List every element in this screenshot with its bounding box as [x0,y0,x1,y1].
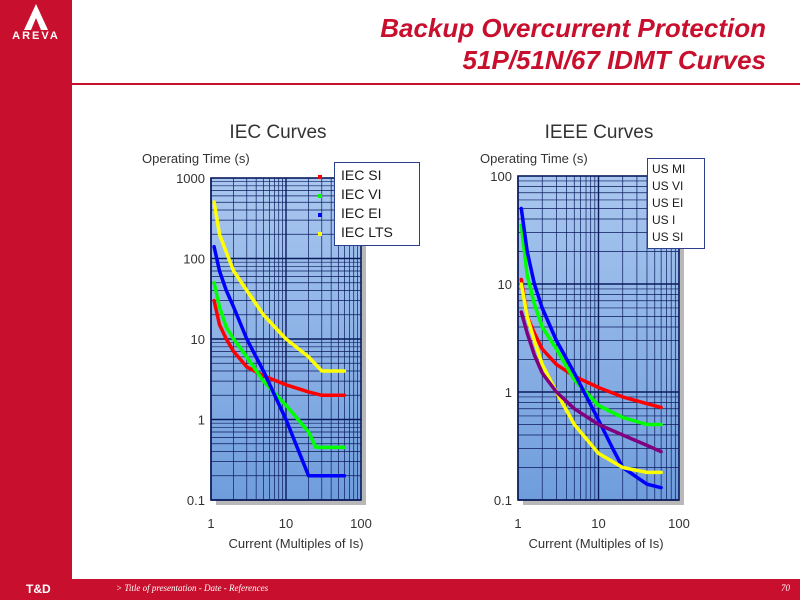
series-us-vi [519,223,663,427]
brand-sidebar [0,0,72,600]
x-tick-label: 10 [279,516,293,531]
x-tick-label: 10 [591,516,605,531]
plot-frame [517,175,680,501]
series-us-si [519,310,663,454]
plot-frame [210,177,362,501]
legend-entry: IEC VI [341,186,382,202]
chart-title: IEEE Curves [545,122,654,143]
series-iec-lts [212,200,347,373]
y-tick-label: 1000 [176,171,205,186]
legend-marker [318,175,322,179]
title-line-1: Backup Overcurrent Protection [380,13,766,43]
areva-logo [24,4,48,30]
y-tick-label: 0.1 [187,493,205,508]
legend-marker [318,194,322,198]
y-axis-label: Operating Time (s) [142,151,250,166]
division-label: T&D [26,582,51,596]
x-axis-label: Current (Multiples of Is) [528,536,663,551]
legend-entry: US VI [652,179,684,193]
y-tick-label: 1 [198,413,205,428]
legend-entry: IEC LTS [341,224,393,240]
legend-marker [318,213,322,217]
iec-legend: IEC SI IEC VI IEC EI IEC LTS [334,162,420,246]
y-tick-label: 0.1 [494,493,512,508]
y-tick-label: 1 [505,385,512,400]
series-iec-ei [212,244,347,478]
y-tick-label: 10 [498,277,512,292]
y-axis-label: Operating Time (s) [480,151,588,166]
x-tick-label: 100 [668,516,690,531]
legend-entry: IEC EI [341,205,382,221]
title-line-2: 51P/51N/67 IDMT Curves [462,45,766,75]
series-us-i [519,282,663,475]
y-tick-label: 10 [191,332,205,347]
ieee-legend: US MI US VI US EI US I US SI [647,158,705,249]
footer-bar [0,579,800,600]
legend-entry: US EI [652,196,684,210]
x-tick-label: 1 [207,516,214,531]
x-tick-label: 1 [514,516,521,531]
x-axis-label: Current (Multiples of Is) [228,536,363,551]
legend-marker [318,232,322,236]
logo-text: AREVA [12,30,60,42]
series-iec-vi [212,280,347,450]
legend-entry: US SI [652,230,684,244]
legend-entry: US MI [652,162,686,176]
footer-text: > Title of presentation - Date - Referen… [116,583,269,593]
chart-title: IEC Curves [229,122,326,143]
y-tick-label: 100 [490,169,512,184]
legend-entry: US I [652,213,676,227]
x-tick-label: 100 [350,516,372,531]
series-us-ei [519,206,663,490]
y-tick-label: 100 [183,252,205,267]
legend-entry: IEC SI [341,167,382,183]
logo-a-mark [24,4,48,30]
page-title: Backup Overcurrent Protection 51P/51N/67… [380,12,766,76]
title-divider [72,83,800,85]
page-number: 70 [781,583,790,593]
